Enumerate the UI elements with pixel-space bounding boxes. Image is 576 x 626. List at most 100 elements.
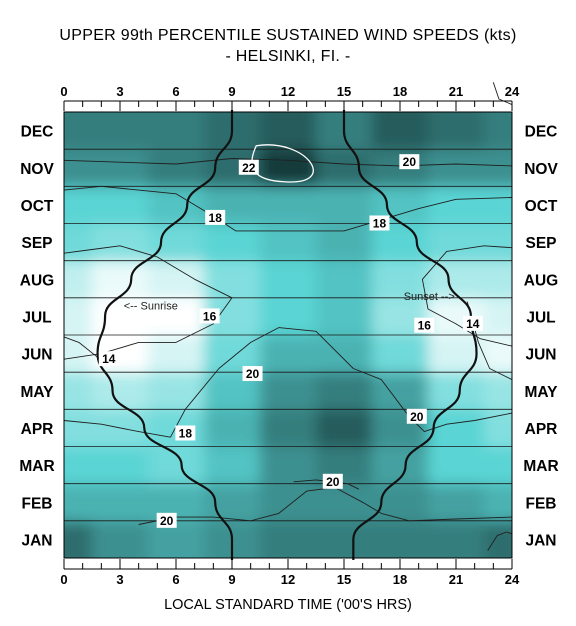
x-tick-label-bottom: 21	[449, 572, 463, 587]
contour-label-bg	[369, 215, 390, 231]
contour-label-20: 20	[242, 366, 263, 382]
month-label-left: APR	[21, 421, 54, 438]
heatmap-cell	[148, 223, 205, 262]
heatmap-cell	[64, 223, 93, 262]
heatmap-cell	[92, 260, 149, 299]
contour-label-bg	[406, 408, 427, 424]
heatmap-cell	[148, 335, 205, 373]
contour-label-20: 20	[322, 473, 343, 489]
month-label-right: SEP	[525, 235, 556, 252]
contour-label-bg	[156, 512, 177, 528]
x-tick-label-bottom: 3	[116, 572, 123, 587]
month-label-right: APR	[525, 421, 558, 438]
x-tick-label-top: 24	[505, 84, 520, 99]
heatmap-cell	[484, 520, 512, 558]
sunrise-curve	[96, 110, 234, 561]
sunset-curve	[342, 110, 478, 560]
heatmap-cell	[316, 223, 373, 262]
heatmap-cell	[64, 335, 93, 373]
heatmap-cell	[260, 112, 317, 150]
contour-label-bg	[238, 159, 259, 175]
chart-title: UPPER 99th PERCENTILE SUSTAINED WIND SPE…	[59, 27, 517, 44]
x-tick-label-bottom: 18	[393, 572, 407, 587]
sunrise-annotation: <-- Sunrise	[124, 300, 178, 312]
heatmap-cell	[316, 483, 373, 522]
heatmap-cell	[92, 149, 149, 187]
heatmap-cell	[316, 372, 373, 410]
heatmap-cell	[260, 483, 317, 522]
contour-20-upper	[63, 158, 513, 167]
heatmap-cell	[260, 149, 317, 187]
heatmap-cell	[484, 297, 512, 336]
x-tick-label-bottom: 9	[228, 572, 235, 587]
contour-label-20: 20	[156, 512, 177, 528]
chart-subtitle: - HELSINKI, FI. -	[225, 48, 351, 65]
heatmap-cell	[316, 260, 373, 299]
x-tick-label-top: 9	[228, 84, 235, 99]
contour-label-18: 18	[205, 209, 226, 225]
contour-18-lower	[63, 327, 513, 438]
heatmap-cell	[148, 112, 205, 150]
contour-label-text: 20	[410, 410, 424, 424]
month-label-left: AUG	[20, 272, 54, 289]
contour-label-text: 16	[418, 319, 432, 333]
heatmap-cell	[204, 409, 261, 447]
heatmap-cell	[428, 483, 485, 522]
heatmap-cell	[372, 372, 429, 410]
heatmap-cell	[316, 149, 373, 187]
contour-label-bg	[399, 154, 420, 170]
contour-label-18: 18	[369, 215, 390, 231]
x-tick-label-bottom: 12	[281, 572, 295, 587]
x-axis: 0 0 3 3 6 6 9 9 12 12 15 15 18 18 21 21 24 24	[60, 84, 520, 587]
heatmap-cell	[428, 149, 485, 187]
contour-label-bg	[199, 308, 220, 324]
heatmap-cell	[428, 112, 485, 150]
heatmap-cell	[316, 186, 373, 224]
contour-label-bg	[462, 315, 483, 331]
heatmap-cell	[204, 483, 261, 522]
contour-20-jan-corner	[487, 531, 513, 551]
heatmap-cell	[260, 260, 317, 299]
contour-label-text: 14	[466, 317, 480, 331]
month-label-left: OCT	[21, 198, 54, 215]
contour-label-bg	[98, 351, 119, 367]
heatmap-cell	[92, 297, 149, 336]
heatmap-cell	[64, 520, 93, 558]
contour-20-lower	[138, 486, 513, 525]
contour-label-18: 18	[175, 425, 196, 441]
x-axis-label: LOCAL STANDARD TIME ('00'S HRS)	[164, 597, 412, 613]
heatmap-cell	[64, 297, 93, 336]
heatmap-cell	[64, 260, 93, 299]
x-tick-label-top: 12	[281, 84, 295, 99]
heatmap-cell	[260, 186, 317, 224]
heatmap-cell	[148, 372, 205, 410]
contour-label-bg	[414, 317, 435, 333]
sunset-annotation: Sunset -->	[404, 291, 455, 303]
x-tick-label-top: 3	[116, 84, 123, 99]
heatmap-cell	[260, 372, 317, 410]
month-label-left: JUN	[21, 347, 52, 364]
contour-label-text: 22	[242, 161, 256, 175]
heatmap-cell	[64, 112, 93, 150]
x-tick-label-top: 21	[449, 84, 463, 99]
x-tick-label-bottom: 24	[505, 572, 520, 587]
heatmap-cell	[260, 297, 317, 336]
month-label-right: MAY	[524, 384, 558, 401]
x-tick-label-top: 6	[172, 84, 179, 99]
contour-label-20: 20	[406, 408, 427, 424]
contour-18-upper	[63, 185, 513, 232]
contour-label-text: 14	[102, 352, 116, 366]
heatmap-cell	[64, 372, 93, 410]
heatmap-cell	[260, 446, 317, 485]
contour-label-bg	[242, 366, 263, 382]
heatmap-cell	[92, 186, 149, 224]
heatmap-cell	[372, 260, 429, 299]
contour-label-text: 18	[179, 426, 193, 440]
x-tick-label-top: 15	[337, 84, 351, 99]
heatmap-cell	[260, 520, 317, 558]
heatmap-cell	[92, 112, 149, 150]
contour-label-bg	[175, 425, 196, 441]
contour-label-text: 20	[160, 514, 174, 528]
month-label-right: JUL	[526, 309, 555, 326]
